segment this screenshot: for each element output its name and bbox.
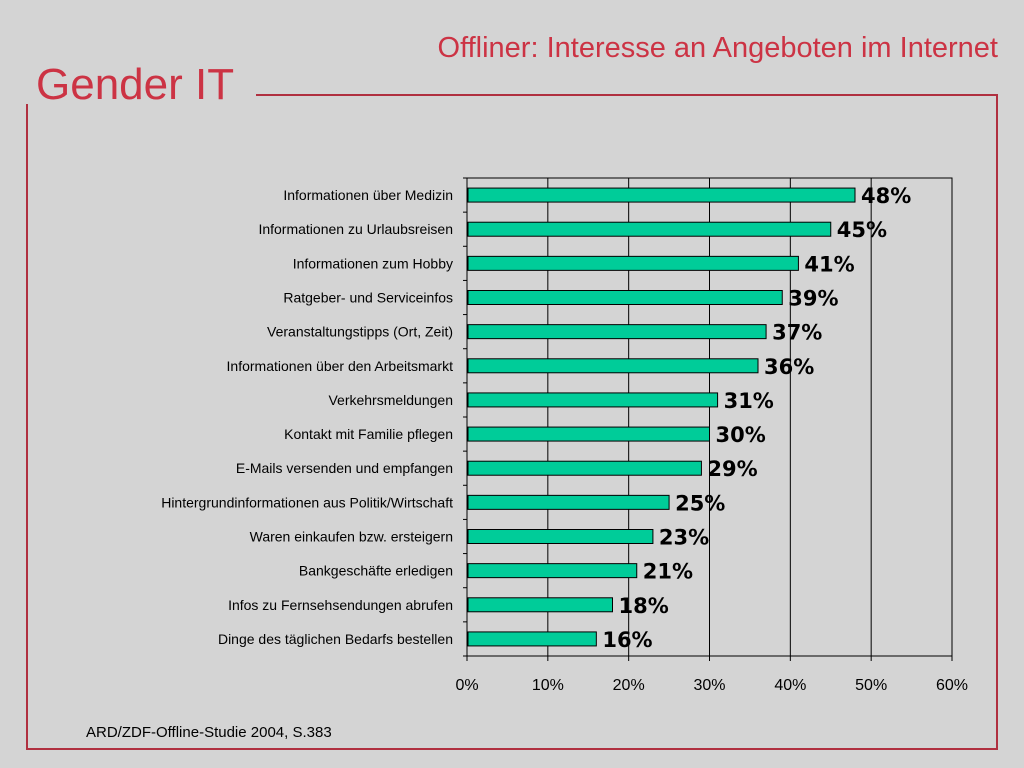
frame-line-right (996, 94, 998, 750)
data-label: 41% (804, 252, 854, 276)
bar (467, 563, 638, 579)
bar (467, 494, 670, 510)
data-label: 21% (643, 560, 693, 584)
frame-line-left (26, 104, 28, 750)
grid-lines (547, 178, 872, 656)
category-label: Waren einkaufen bzw. ersteigern (250, 529, 453, 545)
bar (467, 529, 654, 544)
category-label: Verkehrsmeldungen (328, 392, 453, 408)
data-label: 31% (724, 389, 774, 413)
category-label: Informationen über Medizin (283, 187, 453, 203)
data-label: 29% (707, 457, 757, 481)
frame-line-top (256, 94, 998, 96)
x-axis-ticks: 0% 10% 20% 30% 40% 50% 60% (455, 177, 968, 694)
data-label: 37% (772, 321, 822, 345)
category-label: Bankgeschäfte erledigen (299, 563, 453, 579)
category-label: Hintergrundinformationen aus Politik/Wir… (161, 494, 453, 510)
bar (467, 187, 856, 203)
data-label: 36% (764, 355, 814, 379)
bar (467, 324, 767, 340)
x-tick-label: 50% (855, 677, 887, 694)
data-label: 48% (861, 184, 911, 208)
category-label: Ratgeber- und Serviceinfos (283, 290, 453, 306)
bar (467, 460, 702, 476)
bar (467, 290, 783, 305)
bar (467, 631, 597, 647)
category-label: Informationen zum Hobby (293, 255, 453, 271)
x-tick-label: 0% (455, 677, 478, 694)
data-label: 16% (602, 628, 652, 652)
data-label: 18% (619, 594, 669, 618)
slide-title: Offliner: Interesse an Angeboten im Inte… (437, 32, 998, 64)
data-label: 39% (788, 287, 838, 311)
frame-line-bottom (26, 748, 998, 750)
bar (467, 426, 710, 442)
category-label: Infos zu Fernsehsendungen abrufen (228, 597, 453, 613)
x-tick-label: 40% (774, 677, 806, 694)
category-label: Veranstaltungstipps (Ort, Zeit) (267, 324, 453, 340)
category-label: E-Mails versenden und empfangen (236, 460, 453, 476)
category-labels: Informationen über Medizin Informationen … (161, 187, 453, 647)
source-note: ARD/ZDF-Offline-Studie 2004, S.383 (86, 724, 332, 741)
x-tick-label: 60% (936, 677, 968, 694)
data-label: 30% (716, 423, 766, 447)
bar (467, 597, 613, 613)
category-label: Dinge des täglichen Bedarfs bestellen (218, 631, 453, 647)
data-label: 23% (659, 526, 709, 550)
data-labels: 48% 45% 41% 39% 37% 36% 31% 30% 29% 25% 23% 21% 18% 1… (602, 184, 911, 652)
category-label: Informationen zu Urlaubsreisen (258, 221, 453, 237)
data-label: 45% (837, 218, 887, 242)
bar (467, 392, 719, 408)
x-tick-label: 10% (532, 677, 564, 694)
x-tick-label: 30% (693, 677, 725, 694)
bars (467, 187, 856, 647)
bar (467, 358, 759, 374)
bar (467, 255, 799, 271)
x-tick-label: 20% (613, 677, 645, 694)
category-label: Kontakt mit Familie pflegen (284, 426, 453, 442)
brand-title: Gender IT (36, 60, 235, 109)
data-label: 25% (675, 491, 725, 515)
category-label: Informationen über den Arbeitsmarkt (227, 358, 454, 374)
bar (467, 221, 832, 237)
